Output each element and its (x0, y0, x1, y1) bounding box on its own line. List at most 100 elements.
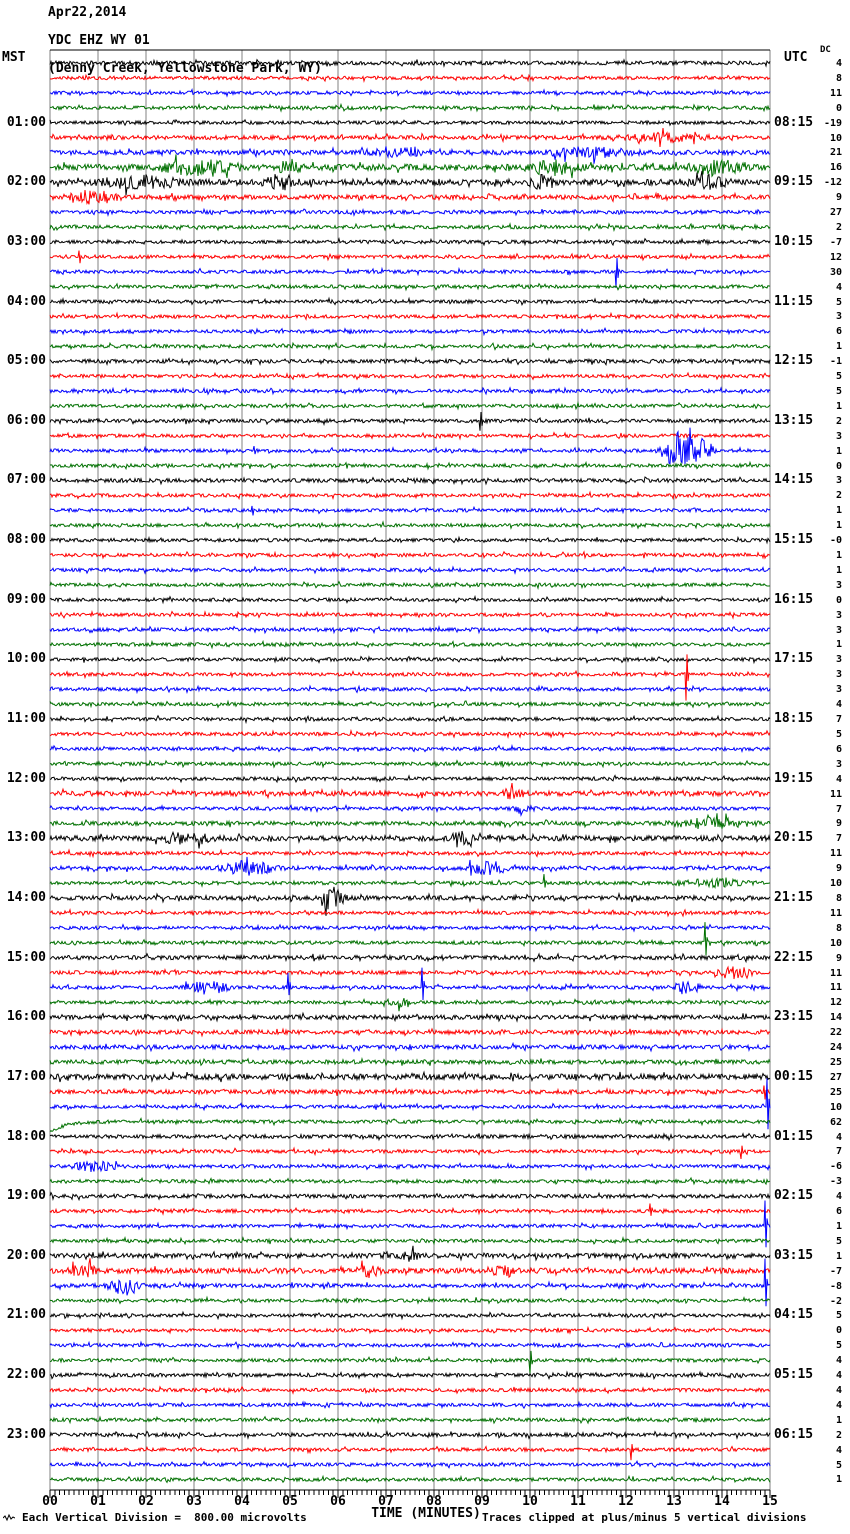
hour-label-utc: 10:15 (774, 234, 814, 249)
seismogram-trace (49, 73, 771, 84)
seismogram-trace (49, 774, 771, 784)
seismogram-trace (49, 520, 771, 530)
dc-offset-value: 1 (835, 1415, 842, 1426)
hour-label-mst: 08:00 (6, 532, 46, 547)
seismogram-trace (49, 1085, 771, 1100)
seismogram-trace (49, 1430, 771, 1440)
seismogram-trace (49, 1400, 771, 1410)
dc-offset-value: 11 (829, 789, 842, 800)
utc-axis-title: UTC (784, 50, 808, 65)
hour-label-mst: 07:00 (6, 472, 46, 487)
seismogram-trace (49, 813, 771, 829)
dc-offset-value: 5 (835, 729, 842, 740)
dc-column-title: DC (820, 45, 831, 55)
dc-offset-value: 5 (835, 1340, 842, 1351)
dc-offset-value: 4 (835, 58, 842, 69)
hour-label-mst: 13:00 (6, 830, 46, 845)
x-tick-label: 13 (666, 1494, 682, 1509)
dc-offset-value: 25 (829, 1087, 842, 1098)
seismogram-trace (49, 565, 771, 575)
dc-offset-value: -6 (829, 1161, 842, 1172)
dc-offset-value: 1 (835, 639, 842, 650)
seismogram-trace (49, 58, 771, 68)
dc-offset-value: 6 (835, 1206, 842, 1217)
seismogram-trace (49, 341, 771, 352)
dc-offset-value: -7 (829, 237, 842, 248)
dc-offset-value: 5 (835, 371, 842, 382)
dc-offset-value: 8 (835, 73, 842, 84)
hour-label-mst: 01:00 (6, 115, 46, 130)
dc-offset-value: 5 (835, 1310, 842, 1321)
hour-label-mst: 06:00 (6, 413, 46, 428)
seismogram-trace (49, 1191, 771, 1202)
dc-offset-value: 27 (829, 1072, 842, 1083)
dc-offset-value: 27 (829, 207, 842, 218)
hour-label-utc: 15:15 (774, 532, 814, 547)
x-tick-label: 04 (234, 1494, 250, 1509)
seismogram-trace (49, 476, 771, 486)
seismogram-trace (49, 427, 771, 465)
dc-offset-value: -12 (823, 177, 842, 188)
dc-offset-value: 22 (829, 1027, 842, 1038)
hour-label-mst: 14:00 (6, 890, 46, 905)
x-tick-label: 02 (138, 1494, 154, 1509)
dc-offset-value: 0 (835, 103, 842, 114)
seismogram-trace (49, 1011, 771, 1023)
hour-label-utc: 20:15 (774, 830, 814, 845)
dc-offset-value: 21 (829, 147, 842, 158)
dc-offset-value: -19 (823, 118, 842, 129)
seismogram-trace (49, 311, 771, 321)
seismogram-trace (49, 1027, 771, 1038)
seismogram-trace (49, 1460, 771, 1470)
hour-label-utc: 01:15 (774, 1129, 814, 1144)
hour-label-utc: 16:15 (774, 592, 814, 607)
hour-label-mst: 17:00 (6, 1069, 46, 1084)
hour-label-utc: 19:15 (774, 771, 814, 786)
clip-note: Traces clipped at plus/minus 5 vertical … (482, 1511, 807, 1524)
seismogram-trace (49, 222, 771, 232)
seismogram-trace (49, 411, 771, 431)
seismogram-trace (49, 684, 771, 695)
seismogram-trace (49, 505, 771, 516)
scale-note: Each Vertical Division = 800.00 microvol… (22, 1511, 307, 1524)
dc-offset-value: 5 (835, 1236, 842, 1247)
hour-label-mst: 03:00 (6, 234, 46, 249)
seismogram-trace (49, 250, 771, 264)
dc-offset-value: 11 (829, 908, 842, 919)
dc-offset-value: 1 (835, 446, 842, 457)
dc-offset-value: 7 (835, 1146, 842, 1157)
dc-offset-value: 1 (835, 550, 842, 561)
dc-offset-value: 2 (835, 416, 842, 427)
hour-label-utc: 02:15 (774, 1188, 814, 1203)
seismogram-trace (50, 783, 771, 800)
x-tick-label: 00 (42, 1494, 58, 1509)
seismogram-trace (49, 1176, 771, 1186)
seismogram-trace (49, 1132, 771, 1142)
hour-label-mst: 15:00 (6, 950, 46, 965)
dc-offset-value: 5 (835, 386, 842, 397)
seismogram-trace (49, 237, 771, 247)
dc-offset-value: 9 (835, 818, 842, 829)
seismogram-trace (49, 639, 771, 650)
dc-offset-value: -3 (829, 1176, 842, 1187)
seismogram-trace (49, 190, 771, 206)
seismogram-trace (49, 1078, 771, 1130)
x-tick-label: 10 (522, 1494, 538, 1509)
dc-offset-value: 11 (829, 982, 842, 993)
seismogram-trace (49, 624, 771, 635)
mst-axis-title: MST (2, 50, 26, 65)
dc-offset-value: -1 (829, 356, 842, 367)
dc-offset-value: 5 (835, 1460, 842, 1471)
hour-label-utc: 06:15 (774, 1427, 814, 1442)
dc-offset-value: 9 (835, 192, 842, 203)
seismogram-trace (49, 609, 771, 620)
seismogram-trace (49, 654, 771, 701)
seismogram-trace (49, 743, 771, 754)
seismogram-trace (49, 490, 771, 500)
dc-offset-value: 3 (835, 759, 842, 770)
dc-offset-value: 2 (835, 222, 842, 233)
x-tick-label: 07 (378, 1494, 394, 1509)
seismogram-trace (49, 118, 771, 127)
dc-offset-value: 8 (835, 893, 842, 904)
